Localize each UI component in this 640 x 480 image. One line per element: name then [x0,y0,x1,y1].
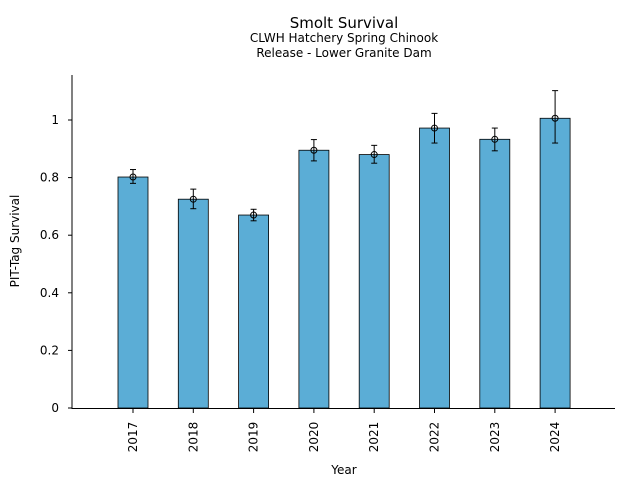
y-axis-label: PIT-Tag Survival [8,195,22,288]
bar [177,198,209,409]
bar [419,127,450,409]
point-marker [129,173,137,181]
x-tick-label: 2022 [428,422,442,453]
bar [238,214,270,409]
x-tick-label: 2020 [307,422,321,453]
x-tick-label: 2024 [548,422,562,453]
y-tick-label: 0.2 [40,343,59,357]
bar [298,149,330,409]
bar [479,138,511,409]
x-tick-label: 2017 [126,422,140,453]
chart-title: Smolt Survival [290,14,399,32]
bar [539,117,571,409]
plot-area: 0 0.2 0.4 0.6 0.8 1 2017 2018 2019 2020 2021 2022 20… [40,90,571,453]
x-tick-label: 2021 [367,422,381,453]
bar [358,154,390,409]
x-tick-label: 2018 [186,422,200,453]
x-tick-label: 2023 [488,422,502,453]
y-tick-label: 0.8 [40,171,59,185]
y-tick-label: 0.6 [40,228,59,242]
point-marker [250,211,258,219]
y-tick-label: 0 [51,401,59,415]
y-tick-label: 0.4 [40,286,59,300]
bar [117,176,149,409]
point-marker [431,124,438,132]
x-tick-label: 2019 [247,422,261,453]
chart-subtitle-line-1: CLWH Hatchery Spring Chinook [250,31,438,45]
chart-subtitle-line-2: Release - Lower Granite Dam [256,46,431,60]
x-axis-label: Year [330,463,356,477]
point-marker [491,135,499,143]
point-marker [189,195,197,203]
point-marker [370,151,378,159]
y-tick-label: 1 [51,113,59,127]
point-marker [551,114,559,122]
point-marker [310,146,318,154]
